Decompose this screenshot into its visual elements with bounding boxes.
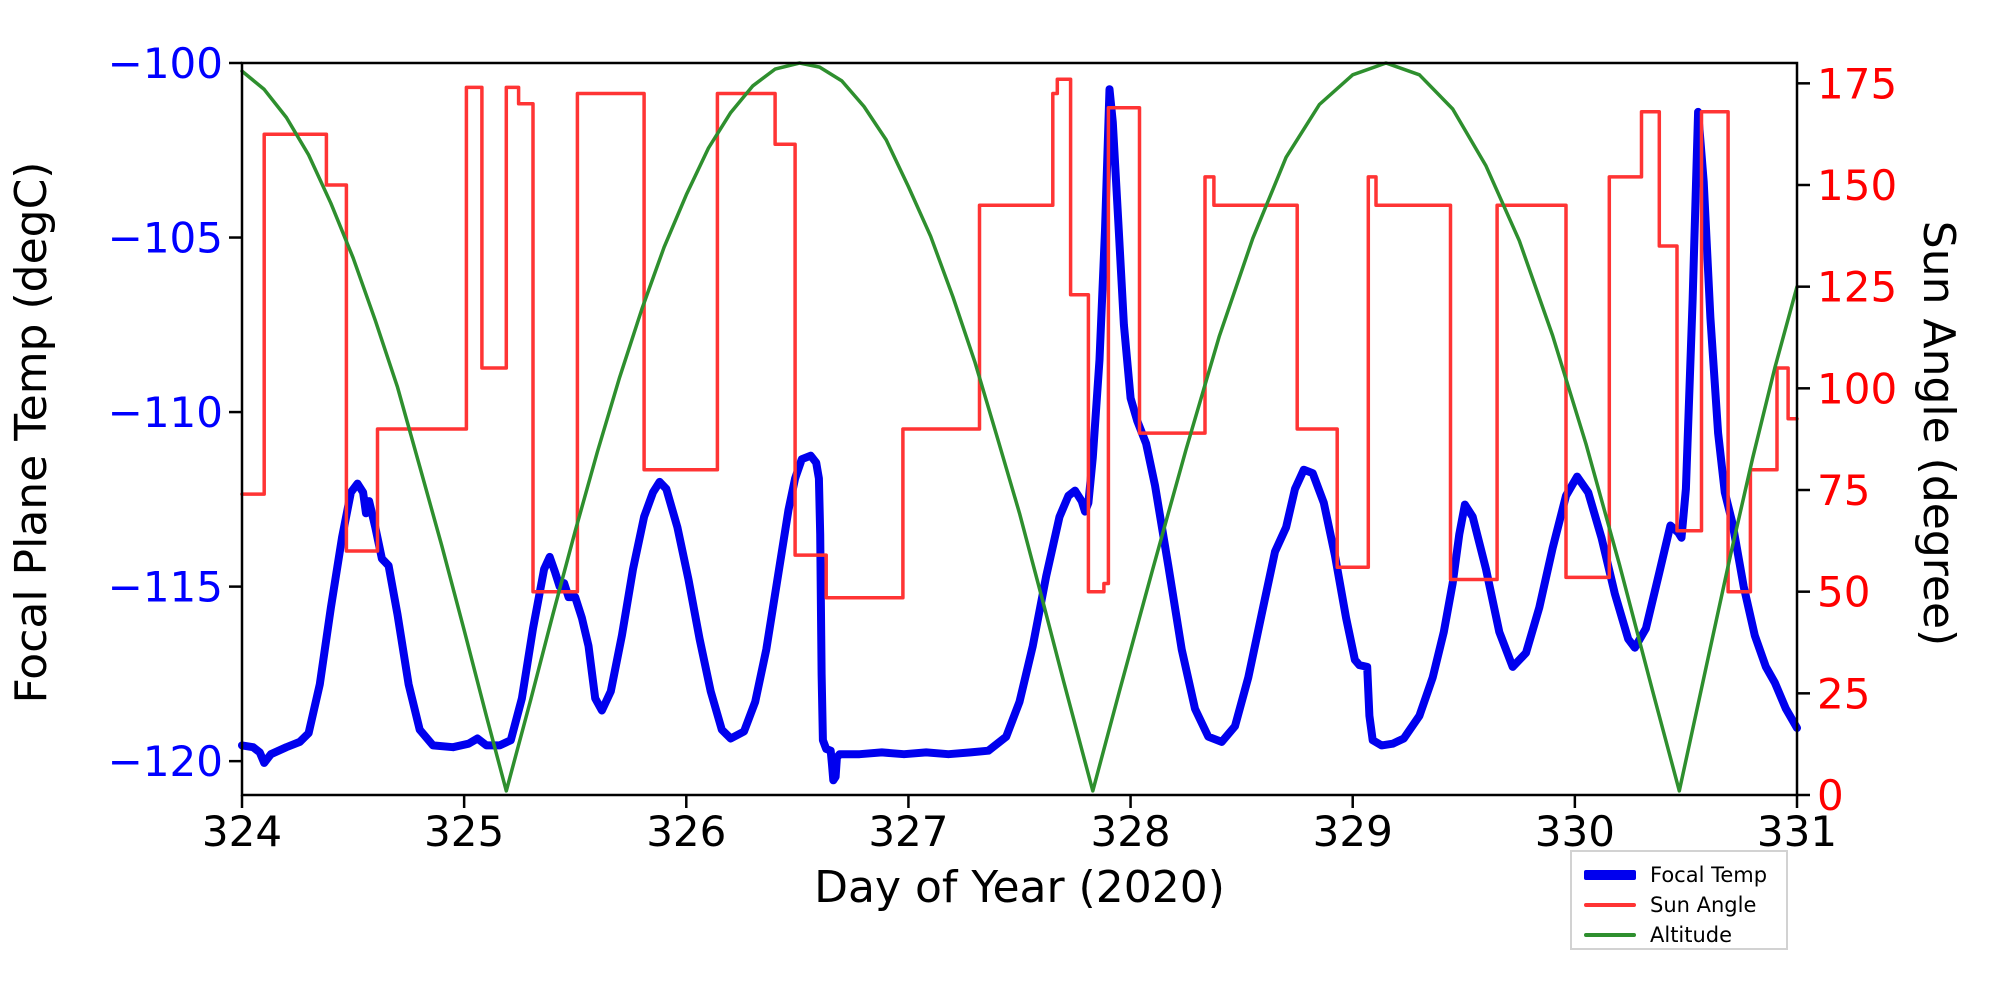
altitude-line-sample — [1584, 933, 1636, 937]
x-tick-label: 324 — [202, 807, 282, 856]
x-tick-label: 327 — [868, 807, 948, 856]
y-tick-label-left: −110 — [108, 388, 223, 437]
altitude-line — [240, 61, 1799, 793]
x-tick-label: 330 — [1535, 807, 1615, 856]
sun-angle-line-sample — [1584, 903, 1636, 907]
x-tick-label: 328 — [1090, 807, 1170, 856]
x-axis-label: Day of Year (2020) — [814, 862, 1225, 913]
y-axis-label-left: Focal Plane Temp (degC) — [6, 161, 57, 704]
y-tick-label-left: −105 — [108, 214, 223, 263]
y-tick-label-right: 50 — [1817, 568, 1870, 617]
legend-label: Focal Temp — [1650, 863, 1768, 887]
y-tick-label-right: 175 — [1817, 59, 1897, 108]
y-tick-label-right: 125 — [1817, 263, 1897, 312]
y-tick-label-left: −120 — [108, 737, 223, 786]
axes-spines — [240, 61, 1799, 797]
legend-label: Altitude — [1650, 923, 1733, 947]
y-tick-label-right: 150 — [1817, 161, 1897, 210]
legend-item-focal-temp: Focal Temp — [1584, 860, 1786, 890]
x-tick-label: 325 — [424, 807, 504, 856]
focal-temp-line-sample — [1584, 870, 1636, 880]
x-tick-label: 326 — [646, 807, 726, 856]
x-tick-label: 329 — [1313, 807, 1393, 856]
y-tick-label-left: −100 — [108, 39, 223, 88]
y-tick-label-right: 75 — [1817, 466, 1870, 515]
x-tick-label: 331 — [1757, 807, 1837, 856]
sun-angle-line — [240, 77, 1799, 600]
y-axis-label-right: Sun Angle (degree) — [1913, 220, 1964, 647]
focal-temp-line — [238, 85, 1801, 785]
legend: Focal Temp Sun Angle Altitude — [1570, 850, 1788, 950]
legend-item-sun-angle: Sun Angle — [1584, 890, 1786, 920]
legend-item-altitude: Altitude — [1584, 920, 1786, 950]
y-tick-label-right: 0 — [1817, 771, 1844, 820]
y-tick-label-right: 25 — [1817, 669, 1870, 718]
legend-label: Sun Angle — [1650, 893, 1757, 917]
y-tick-label-right: 100 — [1817, 364, 1897, 413]
y-tick-label-left: −115 — [108, 563, 223, 612]
